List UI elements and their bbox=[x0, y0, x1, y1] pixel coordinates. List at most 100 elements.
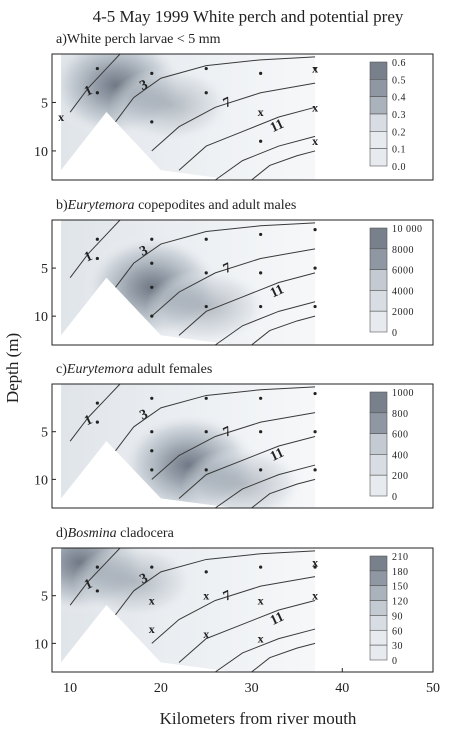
station-dot bbox=[313, 304, 317, 309]
station-dot bbox=[204, 66, 208, 71]
panel-title-text: cladocera bbox=[117, 526, 175, 541]
colorbar-label: 600 bbox=[392, 430, 409, 441]
colorbar-label: 10 000 bbox=[392, 224, 423, 235]
y-tick-label: 5 bbox=[41, 96, 48, 111]
contour-label: 11 bbox=[268, 446, 286, 465]
y-tick-label: 10 bbox=[34, 637, 48, 652]
contour-label: 11 bbox=[268, 282, 286, 301]
contour-line bbox=[115, 56, 316, 123]
station-dot bbox=[150, 314, 154, 318]
station-dot bbox=[259, 304, 263, 309]
river-bottom bbox=[52, 277, 234, 345]
colorbar-swatch bbox=[369, 474, 388, 497]
x-tick-label: 20 bbox=[154, 681, 168, 696]
colorbar-label: 0.2 bbox=[392, 127, 406, 138]
contour-line bbox=[178, 599, 316, 663]
station-x-marker: x bbox=[258, 632, 264, 646]
station-dot bbox=[150, 71, 154, 75]
station-x-marker: x bbox=[149, 622, 155, 636]
station-dot bbox=[313, 565, 317, 569]
y-axis-label: Depth (m) bbox=[3, 333, 22, 403]
colorbar-label: 2000 bbox=[392, 307, 414, 318]
station-dot bbox=[204, 430, 208, 434]
station-dot bbox=[259, 396, 263, 400]
panel-title: d)Bosmina cladocera bbox=[56, 526, 175, 541]
contour-label: 11 bbox=[268, 117, 286, 136]
panel-title-text: adult females bbox=[134, 362, 213, 377]
colorbar-swatch bbox=[369, 433, 388, 455]
colorbar-label: 0.6 bbox=[392, 58, 406, 69]
colorbar-swatch bbox=[369, 615, 388, 631]
concentration-tail bbox=[108, 66, 231, 143]
colorbar-label: 0.1 bbox=[392, 145, 406, 156]
station-dot bbox=[150, 430, 154, 434]
x-tick-label: 50 bbox=[426, 681, 440, 696]
station-dot bbox=[259, 71, 263, 75]
station-dot bbox=[259, 271, 263, 275]
station-dot bbox=[204, 304, 208, 309]
colorbar-swatch bbox=[369, 113, 388, 132]
station-dot bbox=[95, 91, 99, 95]
river-bottom bbox=[52, 605, 234, 672]
concentration-tail bbox=[72, 548, 195, 619]
contour-line bbox=[178, 435, 316, 499]
colorbar-label: 4000 bbox=[392, 286, 414, 297]
x-tick-label: 40 bbox=[335, 681, 349, 696]
colorbar: 1000 800 600 400 200 0 bbox=[369, 388, 414, 503]
colorbar: 10 000 8000 6000 4000 2000 0 bbox=[369, 224, 423, 339]
colorbar-label: 8000 bbox=[392, 245, 414, 256]
colorbar-swatch bbox=[369, 600, 388, 616]
contour-line bbox=[178, 272, 316, 336]
x-axis: 10 20 30 40 50 bbox=[63, 668, 440, 696]
panel-label: b) bbox=[56, 198, 68, 213]
panel-frame bbox=[51, 383, 434, 509]
x-tick-label: 30 bbox=[245, 681, 259, 696]
colorbar: 0.6 0.5 0.4 0.3 0.2 0.1 0.0 bbox=[369, 58, 406, 173]
colorbar-swatch bbox=[369, 96, 388, 115]
contour-line bbox=[178, 106, 316, 171]
station-dot bbox=[95, 401, 99, 405]
colorbar-swatch bbox=[369, 629, 388, 646]
colorbar-swatch bbox=[369, 269, 388, 291]
panel-label: a) bbox=[56, 32, 67, 47]
station-dot bbox=[204, 570, 208, 574]
colorbar-swatch bbox=[369, 644, 388, 661]
panel-title-text: copepodites and adult males bbox=[135, 198, 297, 213]
contour-line bbox=[69, 547, 121, 606]
colorbar-swatch bbox=[369, 310, 388, 333]
station-dot bbox=[95, 237, 99, 241]
river-bottom bbox=[52, 441, 234, 508]
colorbar-label: 60 bbox=[392, 626, 403, 637]
contour-line bbox=[251, 642, 316, 673]
colorbar-label: 0 bbox=[392, 328, 398, 339]
contour-line bbox=[115, 550, 316, 616]
colorbar-swatch bbox=[369, 79, 388, 97]
panel-frame bbox=[51, 53, 434, 181]
contour-line bbox=[214, 301, 316, 346]
colorbar-swatch bbox=[369, 454, 388, 476]
station-dot bbox=[204, 468, 208, 472]
x-axis-label: Kilometers from river mouth bbox=[160, 709, 357, 728]
colorbar-label: 180 bbox=[392, 567, 409, 578]
station-dot bbox=[313, 430, 317, 434]
contour-line bbox=[251, 315, 316, 346]
station-dot bbox=[150, 449, 154, 453]
station-dot bbox=[259, 139, 263, 143]
contour-label: 11 bbox=[268, 610, 286, 629]
contour-line bbox=[151, 248, 316, 317]
colorbar-label: 6000 bbox=[392, 266, 414, 277]
station-dot bbox=[150, 237, 154, 241]
station-x-marker: x bbox=[149, 593, 155, 607]
colorbar-label: 150 bbox=[392, 582, 409, 593]
colorbar-swatch bbox=[369, 61, 388, 80]
contour-line bbox=[151, 412, 316, 480]
panel-title: b)Eurytemora copepodites and adult males bbox=[56, 198, 296, 213]
station-dot bbox=[95, 66, 99, 71]
station-dot bbox=[150, 261, 154, 265]
y-tick-label: 5 bbox=[41, 590, 48, 605]
colorbar-swatch bbox=[369, 131, 388, 149]
